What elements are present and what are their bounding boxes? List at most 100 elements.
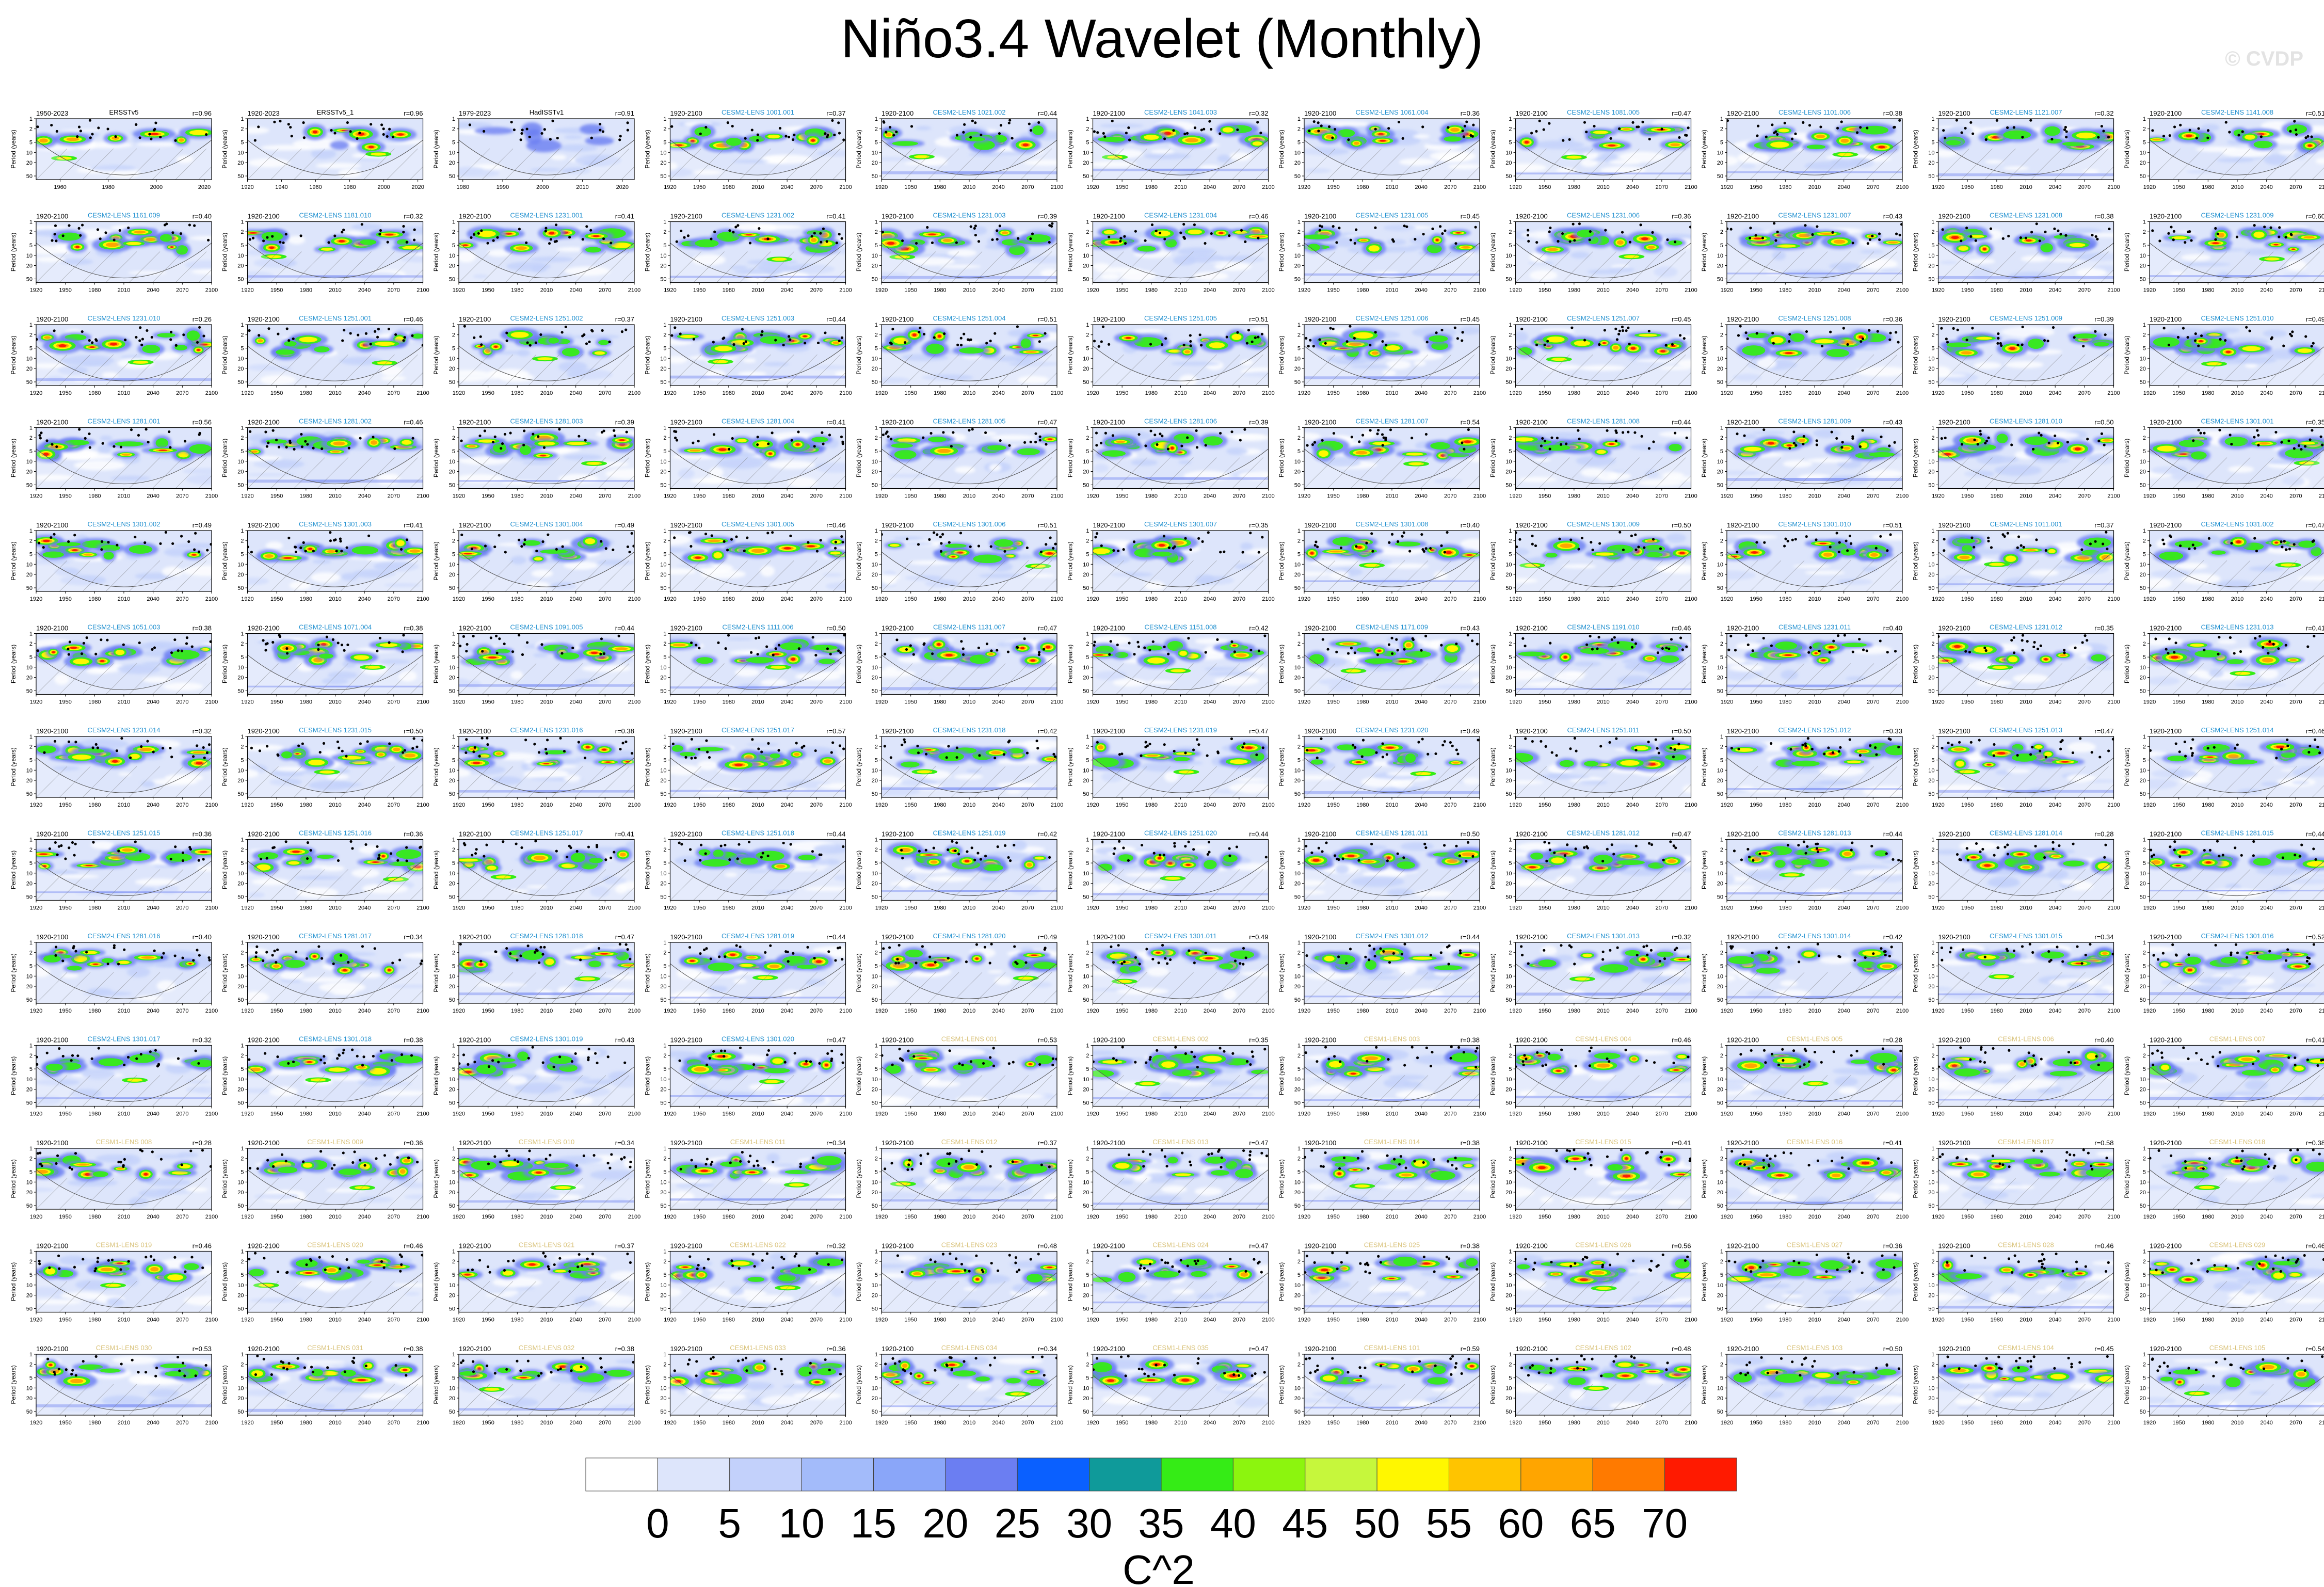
significance-dot: [1144, 444, 1147, 447]
x-tick-label: 1920: [241, 390, 253, 396]
significance-dot: [1198, 333, 1201, 336]
x-tick-label: 2100: [1262, 184, 1274, 190]
significance-dot: [742, 342, 745, 345]
significance-dot: [2290, 334, 2293, 338]
x-tick-label: 1950: [1327, 390, 1339, 396]
significance-dot: [919, 326, 922, 329]
significance-dot: [1195, 429, 1198, 432]
coi-hatch: [129, 148, 161, 180]
significance-dot: [1034, 432, 1037, 435]
y-tick-label: 5: [241, 140, 244, 146]
significance-dot: [731, 437, 734, 440]
y-tick-label: 5: [1297, 243, 1301, 249]
power-blob: [1097, 137, 1126, 142]
significance-dot: [1543, 439, 1547, 443]
power-blob-peak: [592, 235, 600, 237]
significance-dot: [1960, 239, 1963, 243]
significance-dot: [1960, 131, 1963, 134]
coi-hatch: [36, 148, 68, 180]
power-texture: [1752, 431, 1785, 435]
x-tick-label: 1980: [1991, 287, 2003, 294]
significance-dot: [380, 123, 383, 126]
x-tick-label: 1980: [88, 287, 101, 294]
significance-dot: [369, 343, 372, 346]
significance-dot: [40, 431, 43, 435]
power-blob-peak: [494, 345, 498, 348]
significance-dot: [1762, 428, 1766, 431]
significance-dot: [39, 437, 42, 440]
significance-dot: [1829, 330, 1832, 333]
significance-dot: [1876, 330, 1879, 333]
power-texture: [1608, 267, 1635, 272]
coi-hatch: [716, 148, 748, 180]
significance-dot: [601, 130, 605, 133]
x-tick-label: 1920: [1298, 390, 1310, 396]
wavelet-power-field: [2150, 119, 2324, 180]
significance-dot: [1572, 222, 1575, 226]
y-tick-label: 2: [452, 126, 455, 133]
significance-dot: [1454, 242, 1457, 245]
significance-dot: [394, 333, 397, 336]
significance-dot: [1898, 119, 1901, 122]
wavelet-panel: 1920-2100 CESM2-LENS 1251.002 r=0.37125102…: [432, 314, 640, 396]
significance-dot: [1965, 227, 1968, 230]
significance-dot: [1318, 224, 1322, 228]
power-texture: [1967, 259, 1995, 264]
wavelet-panel: 1920-2100 CESM2-LENS 1141.008 r=0.51125102…: [2123, 108, 2324, 190]
x-tick-label: 2100: [1685, 184, 1697, 190]
significance-dot: [1461, 339, 1464, 342]
x-tick-label: 1920: [1509, 184, 1521, 190]
x-tick-label: 1980: [934, 493, 946, 500]
coi-hatch: [832, 166, 846, 180]
power-texture: [315, 163, 361, 169]
panel-correlation: r=0.96: [404, 109, 423, 117]
significance-dot: [1236, 331, 1239, 334]
significance-dot: [463, 325, 466, 328]
significance-dot: [96, 228, 100, 231]
significance-dot: [282, 241, 285, 244]
significance-dot: [1230, 430, 1233, 434]
panel-correlation: r=0.39: [615, 419, 634, 426]
power-blob-peak: [811, 139, 815, 142]
wavelet-panel: 1920-2100 CESM2-LENS 1281.003 r=0.39125102…: [432, 418, 640, 500]
significance-dot: [837, 121, 840, 124]
x-tick-label: 1920: [453, 493, 465, 500]
x-tick-label: 1980: [1779, 287, 1791, 294]
significance-dot: [1119, 237, 1123, 240]
y-tick-label: 50: [2140, 173, 2146, 180]
y-tick-label: 50: [237, 482, 244, 488]
y-axis-label: Period (years): [432, 130, 440, 168]
power-blob-mid: [1743, 446, 1761, 452]
significance-dot: [842, 138, 845, 141]
y-tick-label: 1: [1720, 425, 1723, 431]
significance-dot: [1447, 126, 1450, 129]
significance-dot: [54, 224, 57, 227]
significance-dot: [119, 445, 123, 448]
significance-dot: [1134, 230, 1137, 233]
x-tick-label: 2070: [1233, 287, 1245, 294]
significance-dot: [275, 438, 278, 442]
coi-hatch: [387, 148, 418, 180]
panel-frame: [458, 118, 635, 180]
significance-dot: [956, 343, 959, 346]
x-tick-label: 1950: [1327, 493, 1339, 500]
significance-dot: [392, 135, 395, 138]
significance-dot: [585, 342, 588, 345]
x-tick-label: 1920: [1509, 287, 1521, 294]
significance-dot: [349, 332, 352, 335]
y-axis-label: Period (years): [1489, 439, 1497, 477]
significance-dot: [686, 234, 690, 237]
x-tick-label: 1950: [59, 287, 71, 294]
significance-dot: [2216, 232, 2219, 235]
power-texture: [1448, 164, 1480, 169]
y-tick-label: 5: [1931, 140, 1934, 146]
power-blob-peak: [312, 130, 318, 134]
significance-dot: [2038, 239, 2041, 243]
x-tick-label: 1980: [723, 287, 735, 294]
significance-dot: [2057, 229, 2060, 232]
significance-dot: [1245, 342, 1249, 345]
x-tick-label: 2040: [1415, 493, 1427, 500]
significance-dot: [99, 237, 102, 241]
significance-dot: [1461, 441, 1464, 444]
x-tick-label: 2100: [1685, 287, 1697, 294]
